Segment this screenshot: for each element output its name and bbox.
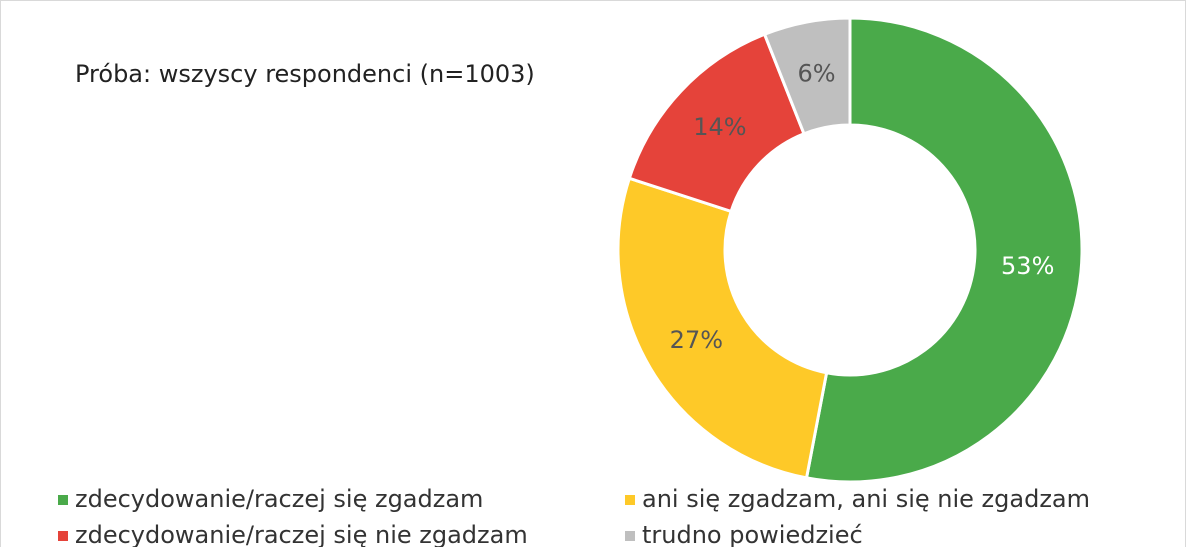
legend-swatch xyxy=(625,495,635,505)
data-label: 6% xyxy=(798,60,836,88)
legend-label: zdecydowanie/raczej się zgadzam xyxy=(75,485,483,513)
data-label: 53% xyxy=(1001,252,1054,280)
donut-slice xyxy=(627,32,806,214)
legend-swatch xyxy=(58,531,68,541)
donut-slice xyxy=(616,176,829,480)
legend-swatch xyxy=(625,531,635,541)
donut-slice xyxy=(762,16,852,136)
legend-label: zdecydowanie/raczej się nie zgadzam xyxy=(75,521,528,547)
data-label: 14% xyxy=(693,113,746,141)
chart-title: Próba: wszyscy respondenci (n=1003) xyxy=(75,60,535,88)
legend-label: trudno powiedzieć xyxy=(642,521,863,547)
donut-slice xyxy=(804,16,1084,484)
legend-swatch xyxy=(58,495,68,505)
data-label: 27% xyxy=(670,326,723,354)
legend-label: ani się zgadzam, ani się nie zgadzam xyxy=(642,485,1090,513)
